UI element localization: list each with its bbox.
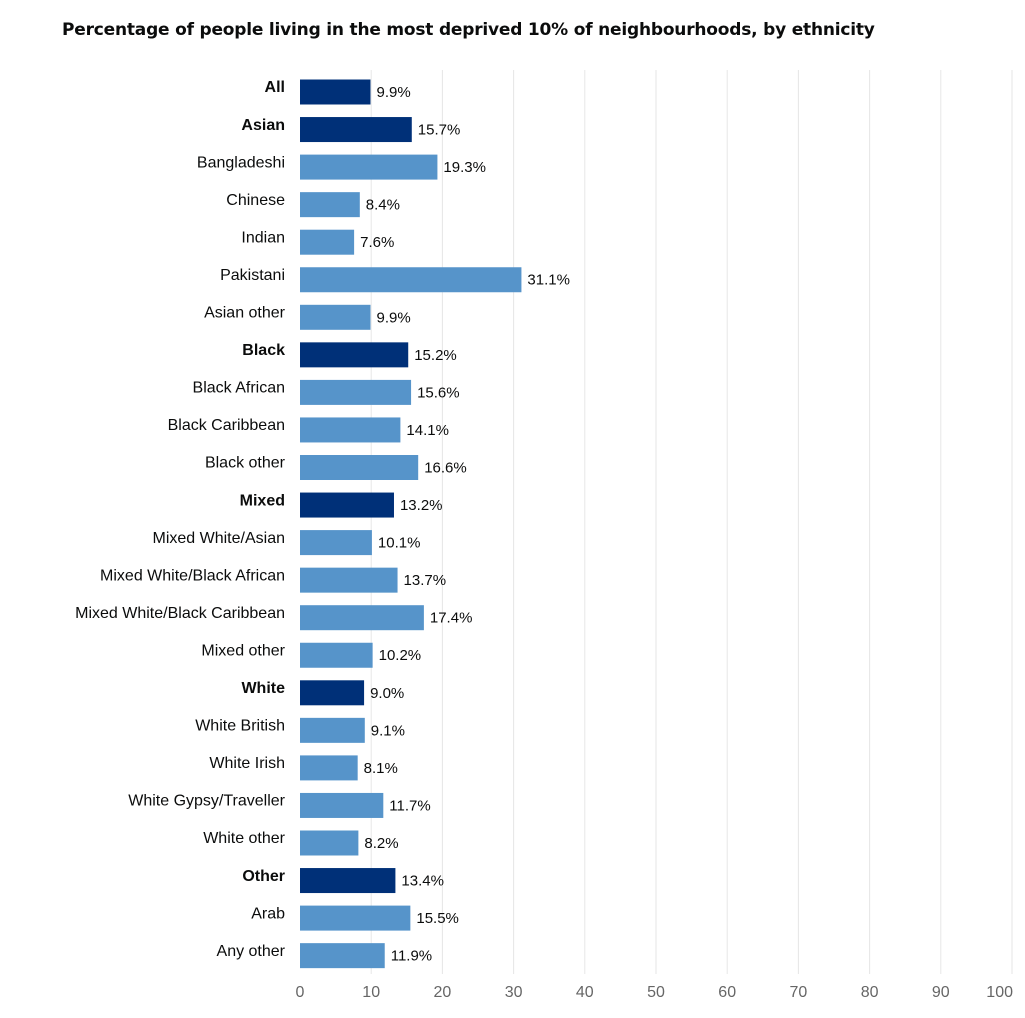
- x-tick-label: 50: [647, 984, 665, 1001]
- data-label: 13.2%: [400, 497, 443, 514]
- bar: [300, 755, 358, 781]
- data-label: 8.4%: [366, 197, 400, 214]
- category-label: Pakistani: [220, 267, 285, 284]
- data-label: 15.7%: [418, 122, 461, 139]
- category-label: Arab: [251, 905, 285, 922]
- data-label: 19.3%: [443, 159, 486, 176]
- category-label: Asian other: [204, 305, 286, 322]
- bar: [300, 79, 371, 105]
- chart-title: Percentage of people living in the most …: [62, 20, 875, 40]
- category-label: Asian: [241, 117, 285, 134]
- x-tick-label: 30: [505, 984, 523, 1001]
- bar: [300, 417, 401, 443]
- data-label: 9.1%: [371, 722, 405, 739]
- x-tick-label: 70: [790, 984, 808, 1001]
- gridlines: [370, 70, 1013, 974]
- bar: [300, 455, 419, 480]
- category-label: All: [265, 79, 285, 96]
- data-label: 14.1%: [406, 422, 449, 439]
- bar: [300, 792, 384, 818]
- bar: [300, 530, 372, 556]
- category-label: Mixed White/Black African: [100, 567, 285, 584]
- bar: [300, 192, 360, 218]
- data-label: 31.1%: [527, 272, 570, 289]
- bar: [300, 905, 411, 931]
- bar: [300, 680, 365, 706]
- data-label: 11.9%: [391, 948, 432, 965]
- bars: [300, 79, 522, 969]
- data-label: 9.9%: [376, 84, 410, 101]
- category-label: Other: [242, 868, 285, 885]
- category-label: Indian: [241, 229, 285, 246]
- bar: [300, 642, 373, 668]
- category-label: Mixed White/Black Caribbean: [75, 605, 285, 622]
- data-label: 8.2%: [364, 835, 398, 852]
- category-label: Black: [242, 342, 285, 359]
- data-label: 13.4%: [401, 873, 444, 890]
- bar: [300, 304, 371, 330]
- category-label: Black other: [205, 455, 286, 472]
- bar: [300, 154, 438, 180]
- bar: [300, 342, 409, 368]
- bar: [300, 830, 359, 856]
- bar: [300, 943, 385, 969]
- x-tick-label: 60: [718, 984, 736, 1001]
- category-label: Mixed other: [201, 642, 285, 659]
- category-label: White Gypsy/Traveller: [128, 793, 285, 810]
- data-label: 9.0%: [370, 685, 404, 702]
- category-labels: All Asian Bangladeshi Chinese Indian Pakistan…: [75, 79, 286, 960]
- bar: [300, 492, 394, 518]
- category-label: White other: [203, 830, 285, 847]
- data-label: 15.5%: [416, 910, 459, 927]
- x-axis-ticks: 0 10 20 30 40 50 60 70 80 90 100: [296, 984, 1014, 1001]
- category-label: Bangladeshi: [197, 154, 285, 171]
- data-label: 13.7%: [404, 572, 447, 589]
- category-label: White: [241, 680, 285, 697]
- category-label: Any other: [217, 943, 286, 960]
- x-tick-label: 40: [576, 984, 594, 1001]
- bar: [300, 868, 396, 894]
- data-label: 17.4%: [430, 610, 473, 627]
- data-label: 16.6%: [424, 459, 467, 476]
- category-label: Mixed White/Asian: [153, 530, 286, 547]
- bar: [300, 717, 365, 743]
- data-label: 10.1%: [378, 535, 421, 552]
- x-tick-label: 90: [932, 984, 950, 1001]
- bar: [300, 229, 355, 255]
- bar: [300, 267, 522, 293]
- bar: [300, 567, 398, 593]
- data-label: 9.9%: [376, 309, 410, 326]
- data-label: 10.2%: [379, 647, 422, 664]
- x-tick-label: 100: [986, 984, 1013, 1001]
- x-tick-label: 10: [362, 984, 380, 1001]
- data-label: 15.6%: [417, 384, 460, 401]
- category-label: White Irish: [209, 755, 285, 772]
- category-label: Black African: [193, 380, 285, 397]
- x-tick-label: 20: [434, 984, 452, 1001]
- x-tick-label: 80: [861, 984, 879, 1001]
- category-label: Mixed: [240, 492, 285, 509]
- bar: [300, 605, 424, 631]
- data-label: 7.6%: [360, 234, 394, 251]
- value-labels: 9.9% 15.7% 19.3% 8.4% 7.6% 31.1% 9.9% 15.2% 15.6…: [360, 84, 570, 965]
- data-label: 8.1%: [364, 760, 398, 777]
- category-label: Black Caribbean: [168, 417, 285, 434]
- data-label: 15.2%: [414, 347, 457, 364]
- x-tick-label: 0: [296, 984, 305, 1001]
- category-label: White British: [195, 718, 285, 735]
- bar: [300, 379, 412, 405]
- data-label: 11.7%: [389, 797, 430, 814]
- category-label: Chinese: [226, 192, 285, 209]
- bar: [300, 117, 412, 143]
